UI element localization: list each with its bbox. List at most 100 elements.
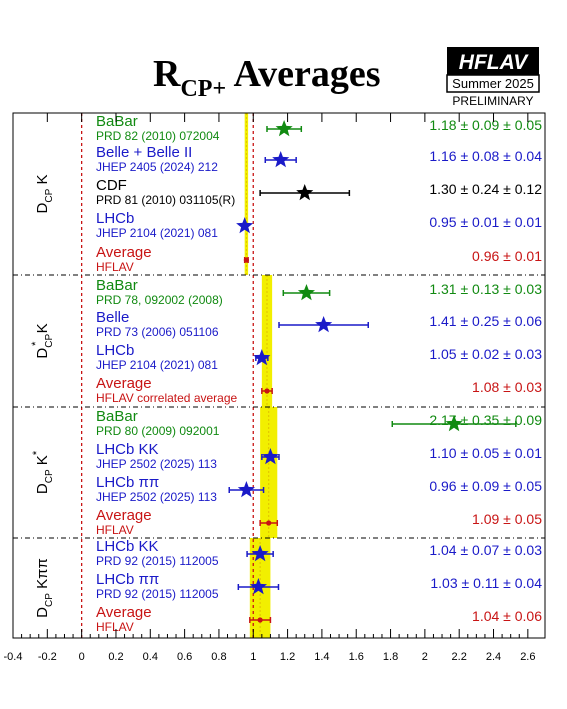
- measurement-name: BaBar: [96, 113, 138, 130]
- measurement-name: Average: [96, 507, 152, 524]
- measurement-ref: JHEP 2502 (2025) 113: [96, 457, 217, 471]
- group-label: DCP K*: [31, 450, 55, 494]
- hflav-season-box: [446, 74, 540, 93]
- group-label-main: D: [34, 607, 51, 618]
- x-tick-label: 0.6: [177, 651, 192, 663]
- star-marker: [261, 448, 279, 465]
- measurement-value: 2.17 ± 0.35 ± 0.09: [429, 412, 542, 428]
- group-label: DCP Kππ: [34, 558, 55, 618]
- measurement-ref: HFLAV: [96, 620, 134, 634]
- measurement-name: Belle + Belle II: [96, 144, 192, 161]
- hflav-status: PRELIMINARY: [452, 94, 533, 108]
- measurement-ref: PRD 80 (2009) 092001: [96, 424, 220, 438]
- star-marker: [297, 284, 315, 301]
- measurement-value: 1.31 ± 0.13 ± 0.03: [429, 281, 542, 297]
- measurement-name: Belle: [96, 309, 129, 326]
- measurement-ref: JHEP 2104 (2021) 081: [96, 358, 218, 372]
- measurement-value: 1.05 ± 0.02 ± 0.03: [429, 346, 542, 362]
- average-marker: [264, 388, 270, 394]
- measurement-ref: JHEP 2502 (2025) 113: [96, 490, 217, 504]
- group-label-sup: *: [30, 341, 42, 346]
- star-marker: [236, 217, 254, 234]
- hflav-season: Summer 2025: [452, 76, 534, 91]
- measurement-value: 0.96 ± 0.01: [472, 248, 542, 264]
- x-tick-label: 2: [422, 651, 428, 663]
- group-label-main: D: [34, 202, 51, 213]
- x-tick-label: 0.8: [211, 651, 226, 663]
- measurement-ref: PRD 78, 092002 (2008): [96, 293, 223, 307]
- measurement-value: 1.04 ± 0.07 ± 0.03: [429, 542, 542, 558]
- x-axis: -0.4 -0.2 0 0.2 0.4 0.6 0.8 1 1.2 1.4 1.6 1.8 2 2.2 2.…: [4, 113, 535, 663]
- measurement-value: 1.16 ± 0.08 ± 0.04: [429, 148, 542, 164]
- star-marker: [237, 481, 255, 498]
- measurement-name: LHCb: [96, 210, 134, 227]
- measurement-value: 1.09 ± 0.05: [472, 511, 542, 527]
- group-label-sub: CP: [44, 188, 55, 202]
- group-label-sub: CP: [44, 469, 55, 483]
- measurement-value: 0.96 ± 0.09 ± 0.05: [429, 478, 542, 494]
- average-marker: [266, 520, 272, 526]
- measurement-name: Average: [96, 244, 152, 261]
- measurement-ref: PRD 81 (2010) 031105(R): [96, 193, 235, 207]
- group-label-rest: K: [34, 323, 51, 337]
- group-label-rest: K: [34, 175, 51, 189]
- x-tick-label: 1.6: [349, 651, 364, 663]
- measurement-name: LHCb ππ: [96, 474, 159, 491]
- measurement-ref: HFLAV correlated average: [96, 391, 238, 405]
- measurement-ref: HFLAV: [96, 523, 134, 537]
- measurement-ref: JHEP 2104 (2021) 081: [96, 226, 218, 240]
- star-marker: [315, 316, 333, 333]
- x-tick-label: 1.8: [383, 651, 398, 663]
- star-marker: [296, 184, 314, 201]
- measurement-value: 1.03 ± 0.11 ± 0.04: [430, 575, 542, 591]
- average-marker: [243, 257, 249, 263]
- measurement-name: CDF: [96, 177, 127, 194]
- measurement-name: Average: [96, 604, 152, 621]
- hflav-logo: HFLAV: [459, 51, 529, 74]
- title-main: R: [153, 53, 181, 95]
- measurement-name: BaBar: [96, 408, 138, 425]
- x-tick-label: 1: [250, 651, 256, 663]
- group-label-main: D: [34, 483, 51, 494]
- star-marker: [272, 151, 290, 168]
- x-tick-label: 0: [79, 651, 85, 663]
- measurement-ref: JHEP 2405 (2024) 212: [96, 160, 218, 174]
- star-marker: [249, 578, 267, 595]
- measurement-ref: PRD 92 (2015) 112005: [96, 587, 219, 601]
- hflav-badge: HFLAV Summer 2025 PRELIMINARY: [446, 47, 540, 108]
- group-separators: [13, 274, 545, 539]
- measurement-ref: PRD 82 (2010) 072004: [96, 129, 220, 143]
- measurement-ref: PRD 92 (2015) 112005: [96, 554, 219, 568]
- x-tick-label: 0.2: [108, 651, 123, 663]
- measurement-value: 1.10 ± 0.05 ± 0.01: [429, 445, 542, 461]
- measurement-value: 0.95 ± 0.01 ± 0.01: [429, 214, 542, 230]
- title-rest: Averages: [226, 53, 380, 95]
- measurement-value: 1.30 ± 0.24 ± 0.12: [429, 181, 542, 197]
- star-marker: [445, 415, 463, 432]
- x-tick-label: 1.4: [314, 651, 329, 663]
- title-subscript: CP+: [180, 76, 226, 102]
- measurement-value: 1.41 ± 0.25 ± 0.06: [429, 313, 542, 329]
- group-label-sub: CP: [44, 593, 55, 607]
- x-tick-label: 1.2: [280, 651, 295, 663]
- measurement-name: BaBar: [96, 277, 138, 294]
- measurement-ref: HFLAV: [96, 260, 134, 274]
- measurement-value: 1.04 ± 0.06: [472, 608, 542, 624]
- x-tick-label: 0.4: [143, 651, 158, 663]
- measurement-ref: PRD 73 (2006) 051106: [96, 325, 219, 339]
